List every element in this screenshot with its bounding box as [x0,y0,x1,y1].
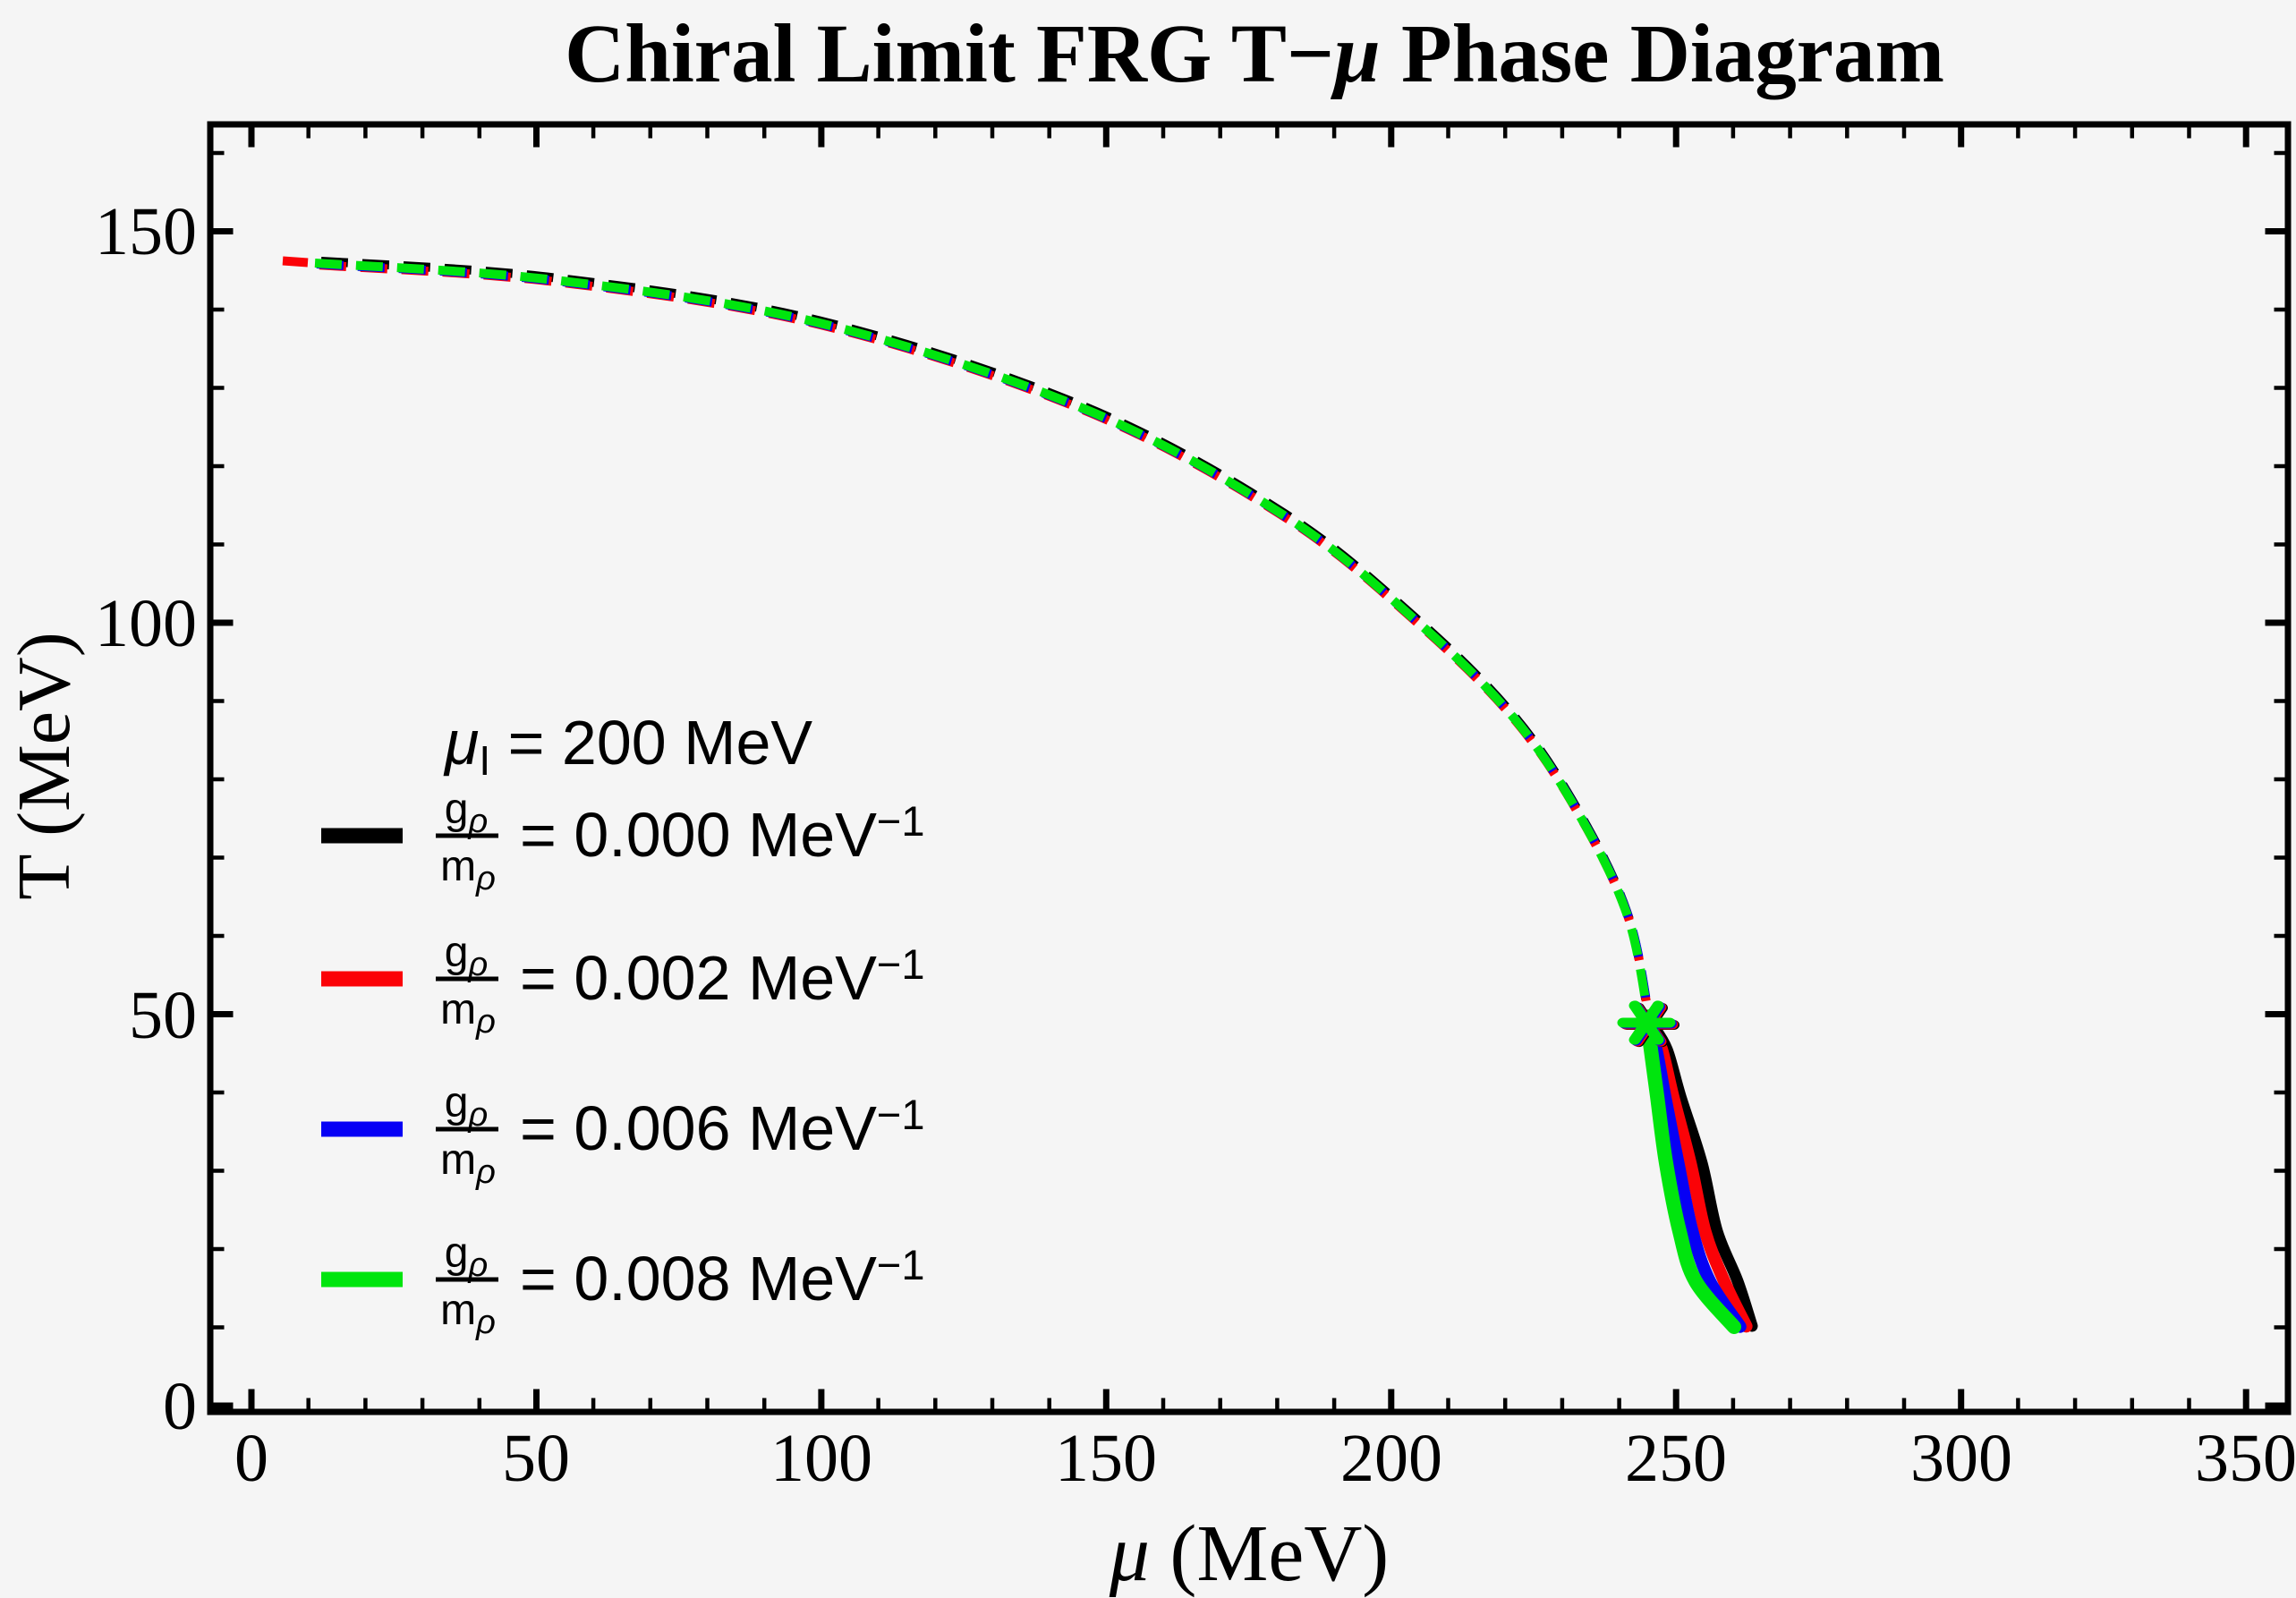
svg-text:gρ: gρ [445,1229,488,1284]
svg-text:0: 0 [163,1369,197,1444]
svg-text:μI = 200 MeV: μI = 200 MeV [443,708,812,784]
svg-text:= 0.006 MeV−1: = 0.006 MeV−1 [520,1091,924,1163]
svg-text:50: 50 [129,978,197,1053]
svg-text:= 0.008 MeV−1: = 0.008 MeV−1 [520,1241,924,1313]
svg-text:T (MeV): T (MeV) [3,632,86,899]
svg-text:mρ: mρ [440,1287,496,1341]
svg-text:100: 100 [95,586,197,661]
svg-text:= 0.002 MeV−1: = 0.002 MeV−1 [520,940,924,1013]
svg-text:350: 350 [2195,1421,2296,1496]
svg-text:300: 300 [1910,1421,2012,1496]
svg-text:Chiral Limit FRG T−μ Phase Dia: Chiral Limit FRG T−μ Phase Diagram [565,8,1944,100]
svg-text:150: 150 [1055,1421,1157,1496]
svg-text:= 0.000 MeV−1: = 0.000 MeV−1 [520,797,924,870]
svg-text:50: 50 [502,1421,570,1496]
svg-text:250: 250 [1625,1421,1727,1496]
svg-text:μ (MeV): μ (MeV) [1109,1509,1390,1598]
svg-text:150: 150 [95,194,197,269]
svg-text:200: 200 [1340,1421,1442,1496]
svg-text:0: 0 [234,1421,268,1496]
svg-text:100: 100 [770,1421,872,1496]
